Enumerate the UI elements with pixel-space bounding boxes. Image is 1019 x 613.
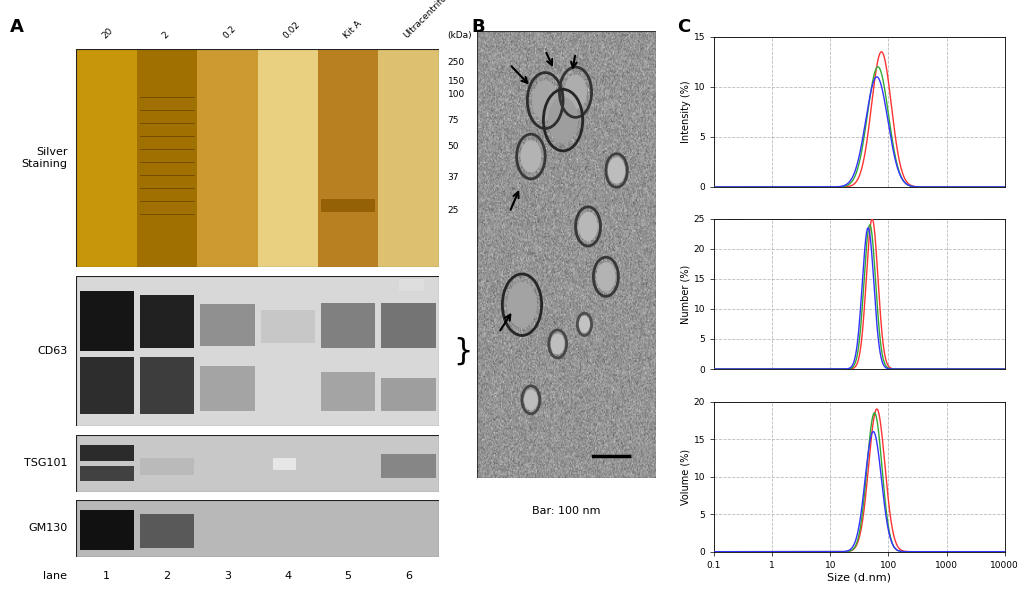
Bar: [79, 291, 133, 351]
Text: 20: 20: [100, 26, 114, 40]
Circle shape: [579, 316, 589, 332]
Text: 50: 50: [447, 142, 459, 151]
Bar: [321, 199, 375, 212]
Text: 250: 250: [447, 58, 465, 67]
Circle shape: [579, 213, 596, 240]
Text: 75: 75: [447, 116, 459, 125]
X-axis label: Size (d.nm): Size (d.nm): [826, 573, 891, 582]
Bar: [79, 445, 133, 460]
Text: Bar: 100 nm: Bar: 100 nm: [532, 506, 600, 516]
Text: 100: 100: [447, 90, 465, 99]
Text: B: B: [471, 18, 484, 36]
Circle shape: [596, 263, 614, 291]
Bar: [79, 511, 133, 550]
Text: C: C: [677, 18, 690, 36]
Bar: [79, 357, 133, 414]
Text: 25: 25: [447, 205, 459, 215]
Bar: [140, 458, 194, 474]
Text: Ultracentrifuge: Ultracentrifuge: [401, 0, 457, 40]
Bar: [381, 303, 435, 348]
Text: lane: lane: [44, 571, 67, 581]
Text: GM130: GM130: [29, 524, 67, 533]
Text: 4: 4: [284, 571, 291, 581]
Y-axis label: Volume (%): Volume (%): [680, 449, 690, 504]
Bar: [140, 295, 194, 348]
Bar: [137, 49, 197, 267]
Text: 0.02: 0.02: [281, 20, 302, 40]
Text: 1: 1: [103, 571, 110, 581]
Bar: [76, 49, 137, 267]
Circle shape: [507, 283, 536, 327]
Bar: [257, 49, 318, 267]
Text: 5: 5: [344, 571, 352, 581]
Bar: [381, 454, 435, 478]
Text: (kDa): (kDa): [447, 31, 472, 40]
Y-axis label: Intensity (%): Intensity (%): [680, 80, 690, 143]
Circle shape: [608, 158, 624, 183]
Bar: [399, 279, 423, 291]
Text: A: A: [10, 18, 24, 36]
Bar: [260, 310, 315, 343]
Bar: [272, 458, 296, 470]
Text: 37: 37: [447, 173, 459, 182]
Text: Kit A: Kit A: [341, 19, 363, 40]
Bar: [381, 378, 435, 411]
Circle shape: [565, 75, 586, 109]
Circle shape: [524, 390, 537, 409]
Text: Silver
Staining: Silver Staining: [21, 147, 67, 169]
Circle shape: [532, 81, 557, 120]
Bar: [318, 49, 378, 267]
Text: 150: 150: [447, 77, 465, 86]
Circle shape: [548, 97, 577, 142]
Bar: [79, 466, 133, 481]
Bar: [321, 303, 375, 348]
Text: 3: 3: [223, 571, 230, 581]
Circle shape: [551, 334, 564, 354]
Bar: [140, 357, 194, 414]
Bar: [200, 366, 255, 411]
Bar: [378, 49, 438, 267]
Bar: [140, 514, 194, 548]
Y-axis label: Number (%): Number (%): [680, 264, 690, 324]
Text: TSG101: TSG101: [23, 459, 67, 468]
Bar: [321, 372, 375, 411]
Text: }: }: [453, 337, 473, 365]
Bar: [197, 49, 257, 267]
Text: 6: 6: [405, 571, 412, 581]
Text: 2: 2: [161, 30, 171, 40]
Text: 0.2: 0.2: [221, 24, 237, 40]
Text: 2: 2: [163, 571, 170, 581]
Circle shape: [521, 141, 540, 172]
Text: CD63: CD63: [37, 346, 67, 356]
Bar: [200, 305, 255, 346]
